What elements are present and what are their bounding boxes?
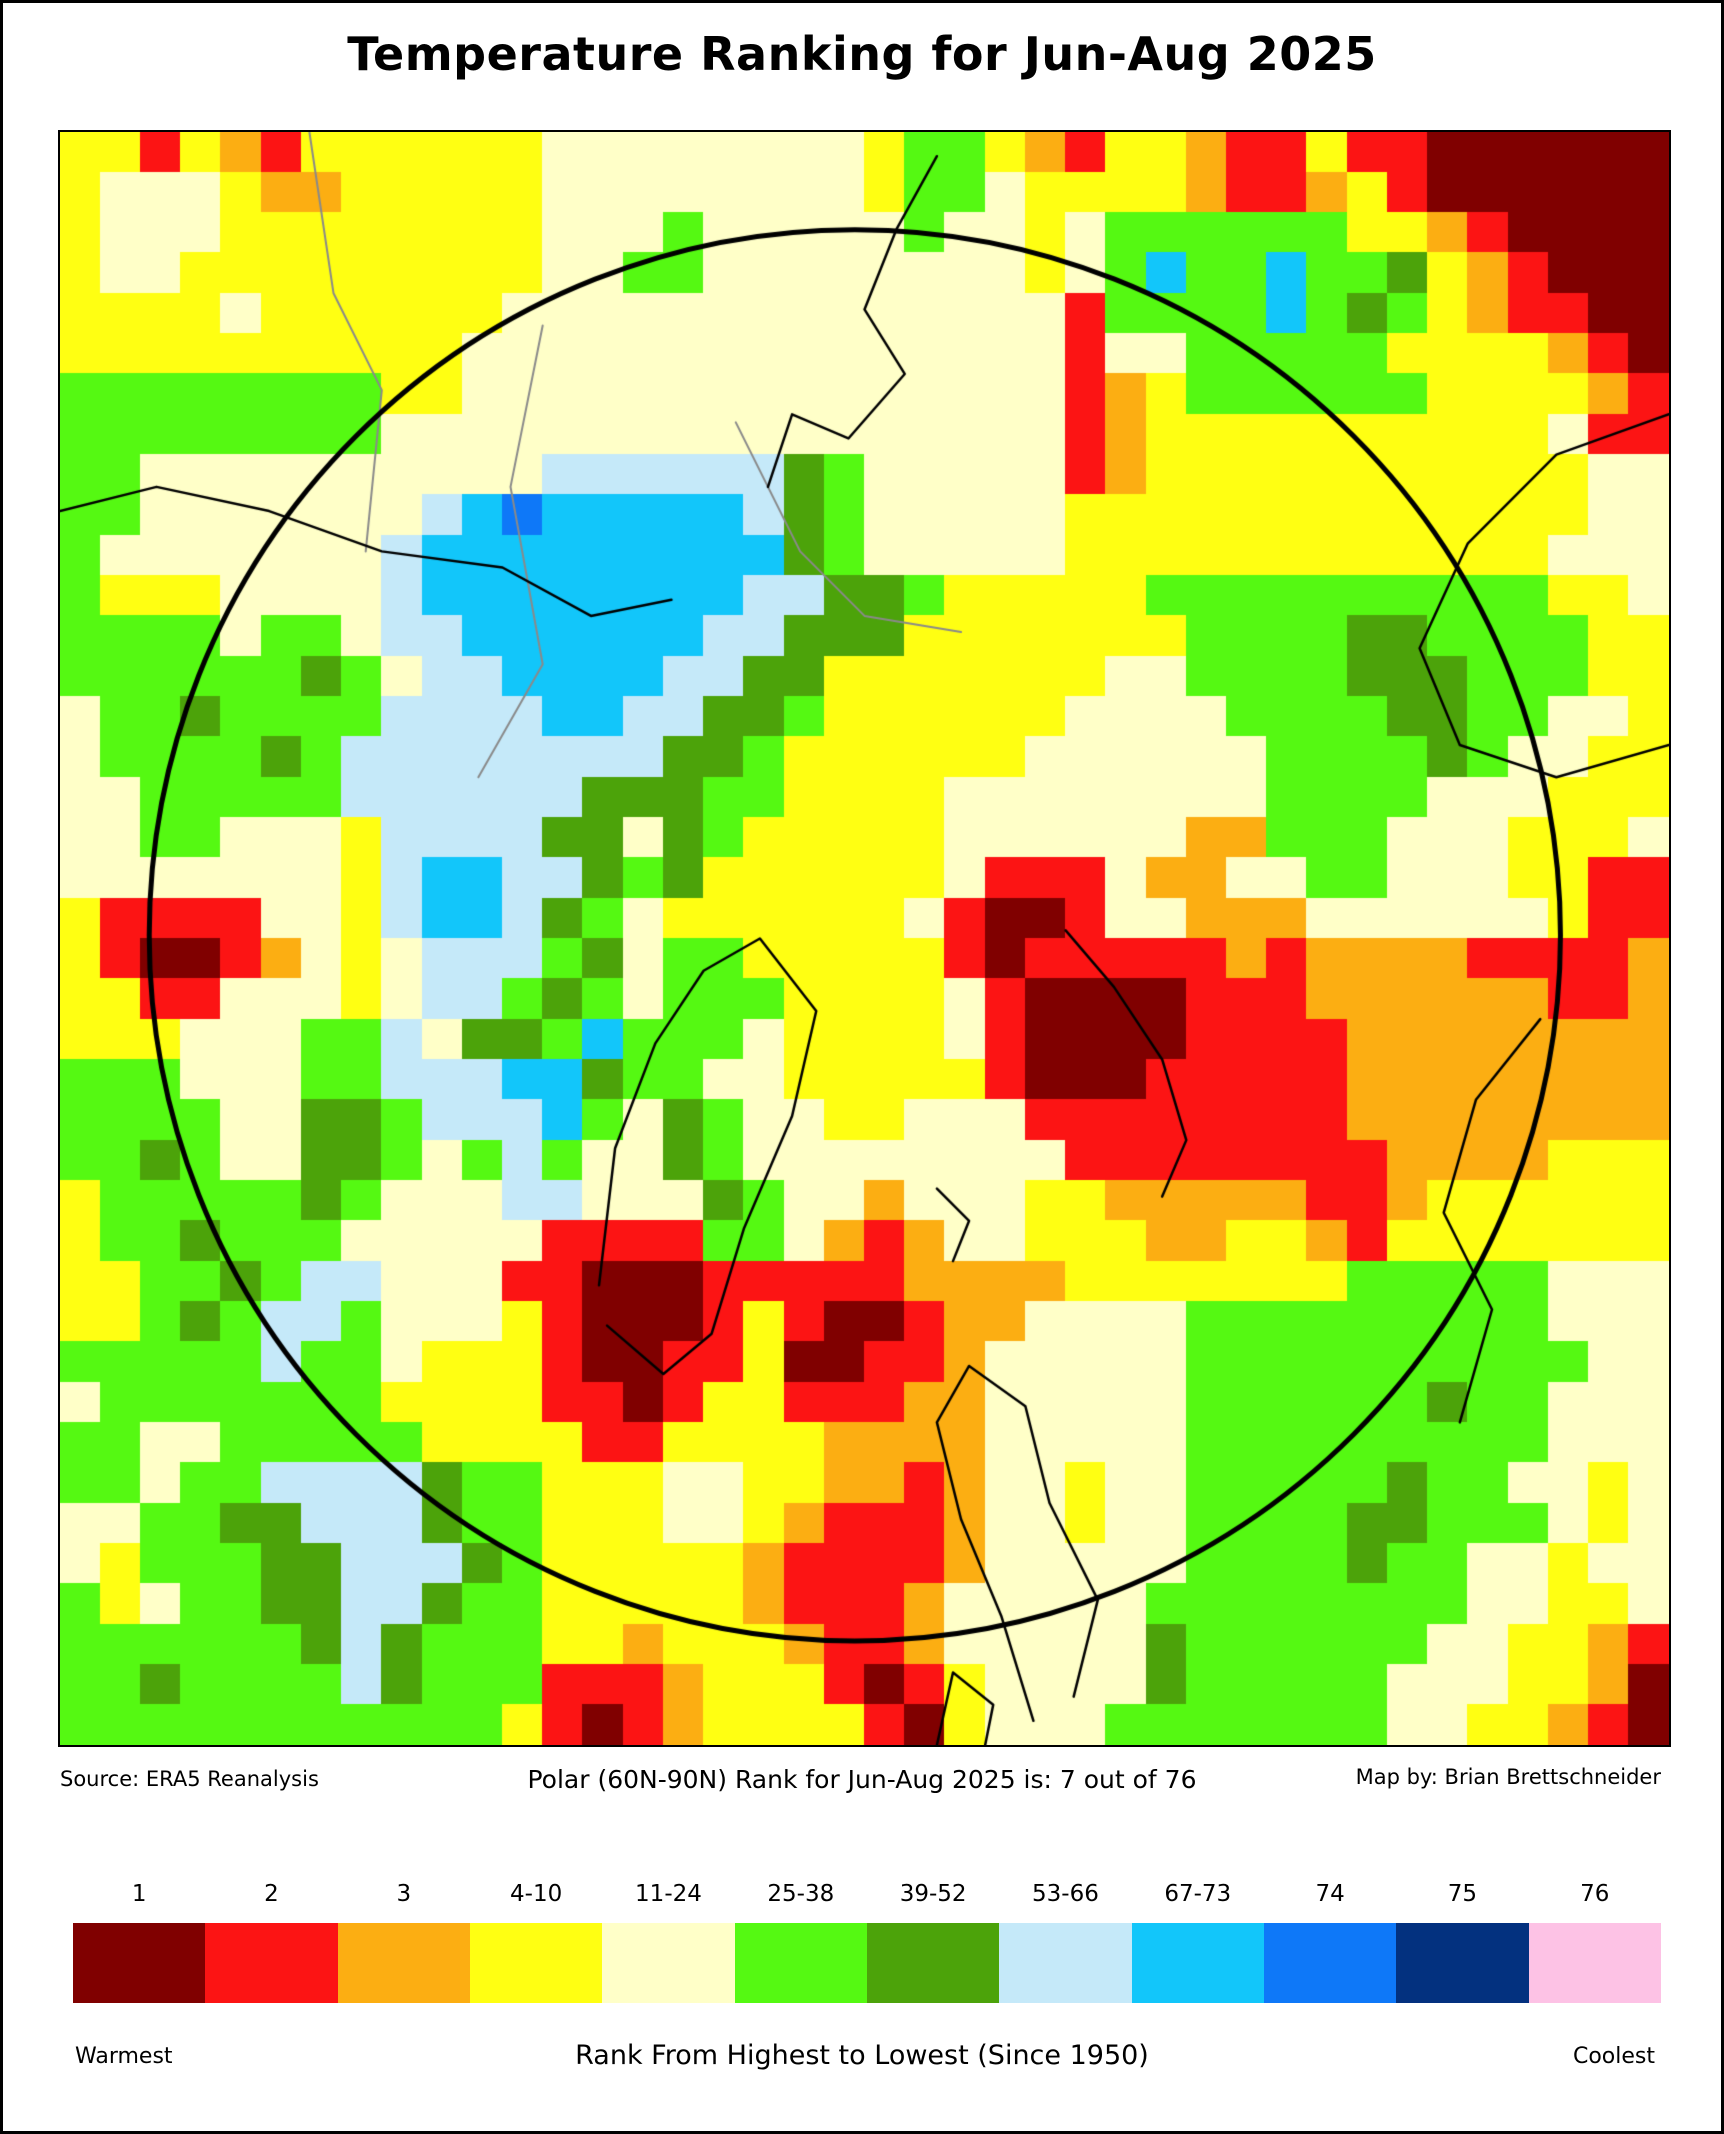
legend-coolest-label: Coolest bbox=[1572, 2044, 1655, 2069]
footer-source: Source: ERA5 Reanalysis bbox=[60, 1767, 319, 1791]
legend-category-label: 11-24 bbox=[635, 1881, 702, 1907]
legend-category-label: 1 bbox=[131, 1881, 147, 1907]
legend-category: 25-38 bbox=[734, 1865, 867, 2003]
legend-category-label: 75 bbox=[1447, 1881, 1478, 1907]
legend-category-swatch bbox=[469, 1923, 603, 2003]
legend-category-swatch bbox=[734, 1923, 867, 2003]
legend-category-swatch bbox=[205, 1923, 338, 2003]
legend-category-label: 74 bbox=[1315, 1881, 1345, 1907]
legend-category-label: 3 bbox=[396, 1881, 412, 1907]
legend-category: 39-52 bbox=[866, 1865, 1000, 2003]
legend-category-swatch bbox=[866, 1923, 1000, 2003]
legend-category: 3 bbox=[337, 1865, 470, 2003]
legend-category: 2 bbox=[205, 1865, 338, 2003]
legend-category-swatch bbox=[73, 1923, 206, 2003]
legend-category-swatch bbox=[999, 1923, 1132, 2003]
legend-category: 53-66 bbox=[999, 1865, 1132, 2003]
legend-category-label: 39-52 bbox=[899, 1881, 967, 1907]
legend-category-swatch bbox=[1396, 1923, 1529, 2003]
legend-category-swatch bbox=[602, 1923, 735, 2003]
legend-category: 4-10 bbox=[469, 1865, 603, 2003]
footer: Source: ERA5 Reanalysis Polar (60N-90N) … bbox=[3, 1763, 1721, 1803]
legend-category-label: 2 bbox=[264, 1881, 279, 1907]
legend-category-label: 53-66 bbox=[1032, 1881, 1099, 1907]
legend-category: 74 bbox=[1263, 1865, 1397, 2003]
legend-category-swatch bbox=[337, 1923, 470, 2003]
legend-category-label: 76 bbox=[1580, 1881, 1610, 1907]
legend-category-label: 67-73 bbox=[1164, 1881, 1232, 1907]
legend-category: 1 bbox=[73, 1865, 206, 2003]
legend-category: 67-73 bbox=[1131, 1865, 1264, 2003]
legend-category: 75 bbox=[1396, 1865, 1529, 2003]
legend-caption: Rank From Highest to Lowest (Since 1950) bbox=[575, 2040, 1149, 2071]
page-title: Temperature Ranking for Jun-Aug 2025 bbox=[347, 27, 1377, 81]
legend-category: 76 bbox=[1528, 1865, 1661, 2003]
footer-rank-statement: Polar (60N-90N) Rank for Jun-Aug 2025 is… bbox=[527, 1765, 1197, 1794]
legend-category-swatch bbox=[1131, 1923, 1264, 2003]
map-container bbox=[58, 130, 1671, 1747]
legend-category-swatch bbox=[1528, 1923, 1661, 2003]
polar-map-canvas bbox=[60, 132, 1669, 1745]
legend-category-label: 4-10 bbox=[510, 1881, 563, 1907]
footer-credit: Map by: Brian Brettschneider bbox=[1355, 1765, 1661, 1789]
legend: 1 2 3 4-10 11-24 25-38 39-52 53-66 67-73 74 75 76 bbox=[73, 1865, 1661, 2003]
legend-category-swatch bbox=[1263, 1923, 1397, 2003]
legend-category-label: 25-38 bbox=[767, 1881, 835, 1907]
legend-category: 11-24 bbox=[602, 1865, 735, 2003]
legend-caption-row: Warmest Rank From Highest to Lowest (Sin… bbox=[3, 2038, 1721, 2078]
legend-warmest-label: Warmest bbox=[75, 2044, 173, 2069]
